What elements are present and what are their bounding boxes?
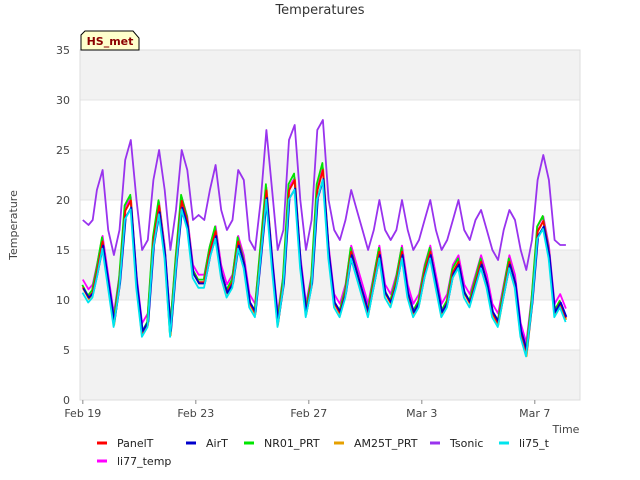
x-tick-label-1: Feb 23	[177, 407, 214, 420]
plot-frame	[79, 49, 581, 401]
x-tick-label-2: Feb 27	[290, 407, 327, 420]
legend-label-am25t-prt: AM25T_PRT	[354, 437, 418, 450]
y-tick-label-15: 15	[56, 244, 70, 257]
y-tick-label-30: 30	[56, 94, 70, 107]
series-lines	[81, 119, 568, 358]
legend-label-li75-t: li75_t	[519, 437, 550, 450]
band-30	[80, 50, 580, 100]
y-axis-ticks: 0 5 10 15 20 25 30 35	[56, 44, 70, 407]
y-axis-title: Temperature	[7, 190, 20, 261]
legend-label-airt: AirT	[206, 437, 228, 450]
series-line-tsonic	[82, 119, 566, 271]
band-0	[80, 350, 580, 400]
x-tick-label-4: Mar 7	[519, 407, 550, 420]
legend: PanelT AirT NR01_PRT AM25T_PRT Tsonic li75_tl…	[97, 437, 550, 468]
series-line-li75-t	[81, 179, 567, 358]
x-tick-label-3: Mar 3	[406, 407, 437, 420]
chart-title: Temperatures	[274, 3, 364, 18]
y-tick-label-0: 0	[63, 394, 70, 407]
background-bands	[80, 50, 580, 400]
legend-label-li77-temp: li77_temp	[117, 455, 171, 468]
station-badge: HS_met	[80, 30, 140, 51]
y-tick-label-10: 10	[56, 294, 70, 307]
badge-shape	[80, 30, 140, 51]
legend-label-nr01-prt: NR01_PRT	[264, 437, 320, 450]
legend-label-panelt: PanelT	[117, 437, 154, 450]
x-axis-ticks: Feb 19 Feb 23 Feb 27 Mar 3 Mar 7	[64, 400, 550, 420]
y-tick-label-20: 20	[56, 194, 70, 207]
y-tick-label-25: 25	[56, 144, 70, 157]
series-line-airt	[82, 178, 568, 351]
badge-label: HS_met	[87, 35, 134, 48]
legend-label-tsonic: Tsonic	[449, 437, 483, 450]
y-tick-label-35: 35	[56, 44, 70, 57]
y-tick-label-5: 5	[63, 344, 70, 357]
x-tick-label-0: Feb 19	[64, 407, 101, 420]
x-axis-title: Time	[552, 423, 580, 436]
